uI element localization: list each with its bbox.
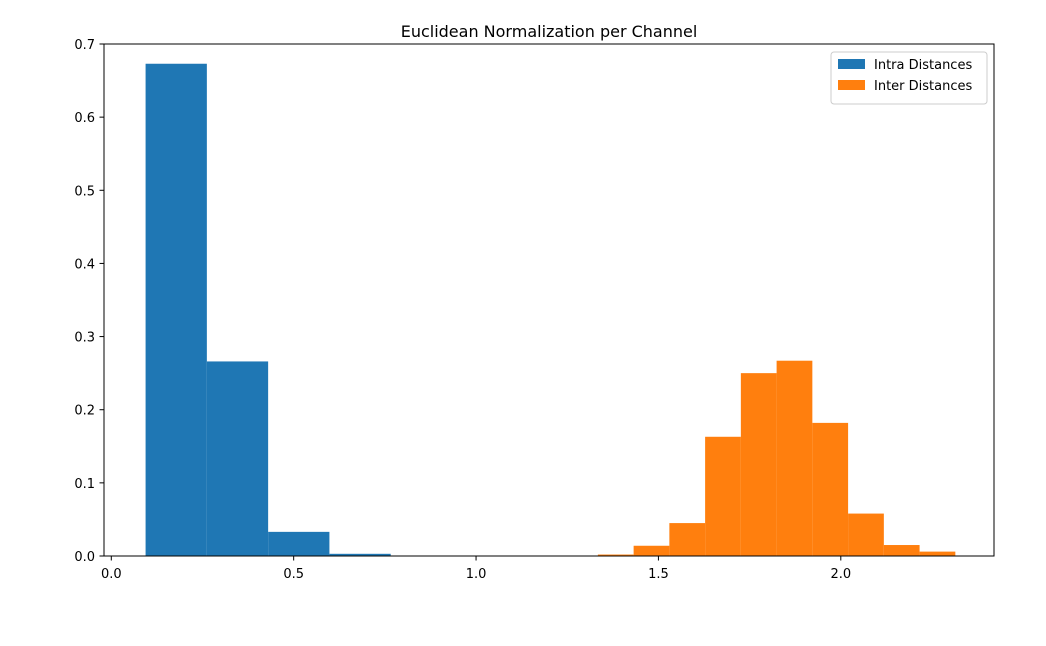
y-tick-label: 0.6	[74, 111, 95, 126]
inter-bar-1	[633, 545, 670, 556]
y-tick-label: 0.2	[74, 404, 95, 419]
intra-bar-2	[268, 531, 330, 556]
intra-bar-1	[206, 361, 269, 556]
legend-swatch	[838, 59, 865, 69]
inter-bar-8	[883, 545, 920, 556]
x-tick-label: 1.0	[466, 567, 487, 582]
intra-bar-0	[145, 63, 207, 557]
inter-bar-5	[776, 360, 813, 556]
inter-bar-6	[812, 422, 849, 556]
y-tick-label: 0.3	[74, 331, 95, 346]
legend-label: Intra Distances	[874, 58, 972, 73]
inter-bar-2	[669, 523, 706, 556]
x-tick-label: 1.5	[648, 567, 669, 582]
legend: Intra Distances Inter Distances	[830, 51, 988, 105]
inter-bar-3	[705, 436, 741, 556]
legend-label: Inter Distances	[874, 79, 972, 94]
chart-title: Euclidean Normalization per Channel	[401, 22, 698, 41]
y-tick-label: 0.5	[74, 184, 95, 199]
x-tick-label: 0.5	[283, 567, 304, 582]
legend-swatch	[838, 80, 865, 90]
plot-frame	[103, 43, 995, 557]
inter-bar-9	[919, 551, 956, 556]
x-tick-label: 0.0	[101, 567, 122, 582]
y-axis: 0.0 0.1 0.2 0.3 0.4 0.5 0.6 0.7	[74, 38, 104, 565]
inter-bar-0	[597, 554, 634, 556]
y-tick-label: 0.7	[74, 38, 95, 53]
intra-bar-3	[329, 553, 391, 556]
x-axis: 0.0 0.5 1.0 1.5 2.0	[101, 556, 851, 582]
inter-bar-7	[848, 513, 884, 556]
y-tick-label: 0.0	[74, 550, 95, 565]
inter-bar-4	[740, 373, 777, 556]
bars-layer	[145, 63, 956, 557]
x-tick-label: 2.0	[830, 567, 851, 582]
y-tick-label: 0.1	[74, 477, 95, 492]
legend-box	[830, 51, 988, 105]
y-tick-label: 0.4	[74, 257, 95, 272]
